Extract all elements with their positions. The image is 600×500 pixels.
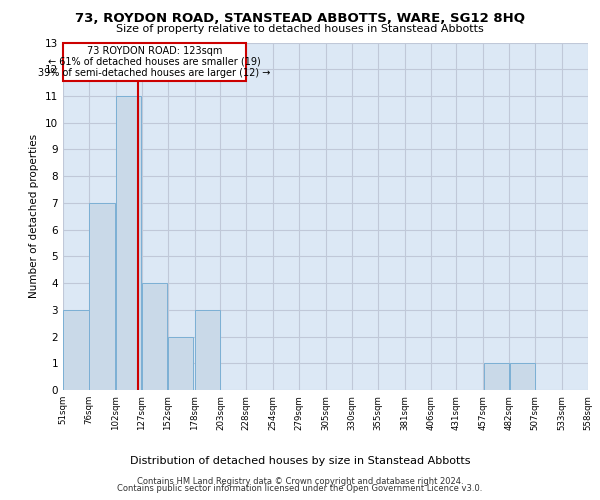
Bar	[168, 336, 193, 390]
Bar	[89, 203, 115, 390]
Bar	[63, 310, 89, 390]
Text: Contains public sector information licensed under the Open Government Licence v3: Contains public sector information licen…	[118, 484, 482, 493]
Bar	[509, 364, 535, 390]
Y-axis label: Number of detached properties: Number of detached properties	[29, 134, 40, 298]
Text: ← 61% of detached houses are smaller (19): ← 61% of detached houses are smaller (19…	[48, 57, 261, 67]
Bar	[142, 283, 167, 390]
Text: 73, ROYDON ROAD, STANSTEAD ABBOTTS, WARE, SG12 8HQ: 73, ROYDON ROAD, STANSTEAD ABBOTTS, WARE…	[75, 12, 525, 24]
Text: Contains HM Land Registry data © Crown copyright and database right 2024.: Contains HM Land Registry data © Crown c…	[137, 477, 463, 486]
Text: 73 ROYDON ROAD: 123sqm: 73 ROYDON ROAD: 123sqm	[87, 46, 223, 56]
Text: Size of property relative to detached houses in Stanstead Abbotts: Size of property relative to detached ho…	[116, 24, 484, 34]
Bar	[484, 364, 509, 390]
Bar	[116, 96, 142, 390]
Bar	[195, 310, 220, 390]
Text: Distribution of detached houses by size in Stanstead Abbotts: Distribution of detached houses by size …	[130, 456, 470, 466]
Bar	[63, 42, 246, 82]
Text: 39% of semi-detached houses are larger (12) →: 39% of semi-detached houses are larger (…	[38, 68, 271, 78]
